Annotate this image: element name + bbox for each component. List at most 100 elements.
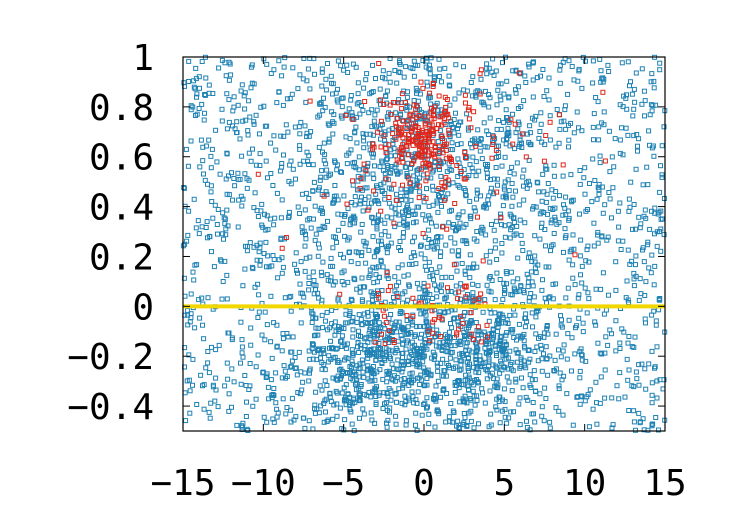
point-blue bbox=[389, 320, 395, 326]
point-blue bbox=[388, 329, 394, 334]
point-blue bbox=[257, 163, 263, 168]
point-blue bbox=[471, 205, 477, 211]
point-blue bbox=[435, 239, 441, 245]
point-blue bbox=[504, 330, 510, 336]
point-red bbox=[399, 145, 405, 150]
point-blue bbox=[205, 349, 211, 354]
point-blue bbox=[269, 263, 275, 269]
point-blue bbox=[553, 405, 559, 411]
point-blue bbox=[657, 297, 663, 303]
point-blue bbox=[279, 270, 285, 276]
point-blue bbox=[376, 238, 381, 244]
point-blue bbox=[544, 300, 549, 306]
point-blue bbox=[550, 195, 556, 201]
point-blue bbox=[455, 182, 461, 188]
point-blue bbox=[247, 240, 253, 246]
point-blue bbox=[426, 66, 432, 72]
point-blue bbox=[264, 419, 270, 425]
point-blue bbox=[491, 332, 496, 338]
point-blue bbox=[377, 367, 383, 373]
point-blue bbox=[447, 83, 453, 89]
point-blue bbox=[341, 268, 347, 274]
point-blue bbox=[238, 381, 244, 387]
point-blue bbox=[375, 217, 381, 223]
point-blue bbox=[264, 61, 270, 67]
point-blue bbox=[366, 110, 372, 116]
point-blue bbox=[310, 162, 316, 168]
point-red bbox=[508, 117, 514, 123]
point-blue bbox=[314, 357, 320, 363]
point-red bbox=[383, 149, 389, 155]
point-blue bbox=[411, 250, 417, 256]
point-blue bbox=[463, 347, 469, 353]
point-blue bbox=[248, 158, 254, 164]
point-blue bbox=[300, 291, 306, 297]
point-blue bbox=[369, 107, 375, 113]
point-blue bbox=[279, 73, 285, 79]
point-blue bbox=[447, 208, 453, 214]
point-blue bbox=[577, 181, 583, 187]
point-blue bbox=[417, 91, 423, 97]
point-blue bbox=[400, 234, 406, 240]
point-blue bbox=[609, 395, 615, 401]
point-blue bbox=[286, 209, 292, 215]
point-blue bbox=[357, 398, 363, 404]
point-blue bbox=[369, 320, 375, 326]
point-blue bbox=[531, 368, 537, 374]
point-blue bbox=[190, 356, 196, 362]
point-blue bbox=[246, 150, 252, 156]
point-blue bbox=[509, 181, 515, 186]
point-blue bbox=[255, 315, 261, 320]
point-blue bbox=[392, 224, 398, 230]
point-blue bbox=[633, 262, 638, 268]
point-red bbox=[255, 171, 261, 177]
point-blue bbox=[471, 364, 476, 370]
point-blue bbox=[617, 340, 623, 346]
point-blue bbox=[399, 326, 405, 332]
point-blue bbox=[513, 376, 519, 382]
point-blue bbox=[328, 263, 334, 269]
point-blue bbox=[656, 307, 662, 313]
point-blue bbox=[534, 344, 540, 350]
point-blue bbox=[518, 232, 524, 238]
point-blue bbox=[256, 249, 262, 255]
point-blue bbox=[391, 145, 397, 151]
point-blue bbox=[618, 247, 624, 252]
point-blue bbox=[444, 391, 450, 396]
point-blue bbox=[379, 361, 385, 366]
point-blue bbox=[201, 171, 206, 177]
point-blue bbox=[448, 321, 453, 326]
point-blue bbox=[312, 71, 317, 77]
point-blue bbox=[624, 92, 629, 98]
point-blue bbox=[498, 81, 504, 87]
point-blue bbox=[558, 354, 564, 360]
point-blue bbox=[194, 262, 200, 268]
point-blue bbox=[333, 346, 339, 352]
point-blue bbox=[557, 67, 563, 73]
point-blue bbox=[282, 295, 288, 301]
point-blue bbox=[544, 356, 550, 362]
point-blue bbox=[284, 374, 290, 379]
point-blue bbox=[631, 283, 637, 289]
point-red bbox=[283, 235, 289, 240]
point-blue bbox=[487, 95, 493, 101]
point-blue bbox=[432, 354, 437, 360]
point-blue bbox=[407, 371, 413, 377]
point-blue bbox=[511, 409, 516, 415]
point-blue bbox=[270, 183, 276, 188]
point-blue bbox=[253, 112, 259, 118]
point-blue bbox=[384, 371, 390, 377]
point-blue bbox=[348, 97, 354, 103]
point-blue bbox=[319, 312, 325, 318]
point-blue bbox=[203, 365, 209, 371]
point-blue bbox=[355, 178, 361, 184]
x-tick-label: 5 bbox=[493, 463, 515, 504]
point-blue bbox=[324, 309, 330, 315]
point-blue bbox=[393, 390, 399, 396]
point-blue bbox=[415, 98, 421, 104]
point-blue bbox=[456, 225, 462, 231]
point-blue bbox=[345, 70, 351, 75]
point-blue bbox=[412, 342, 418, 348]
point-blue bbox=[617, 150, 623, 156]
point-blue bbox=[467, 252, 473, 258]
